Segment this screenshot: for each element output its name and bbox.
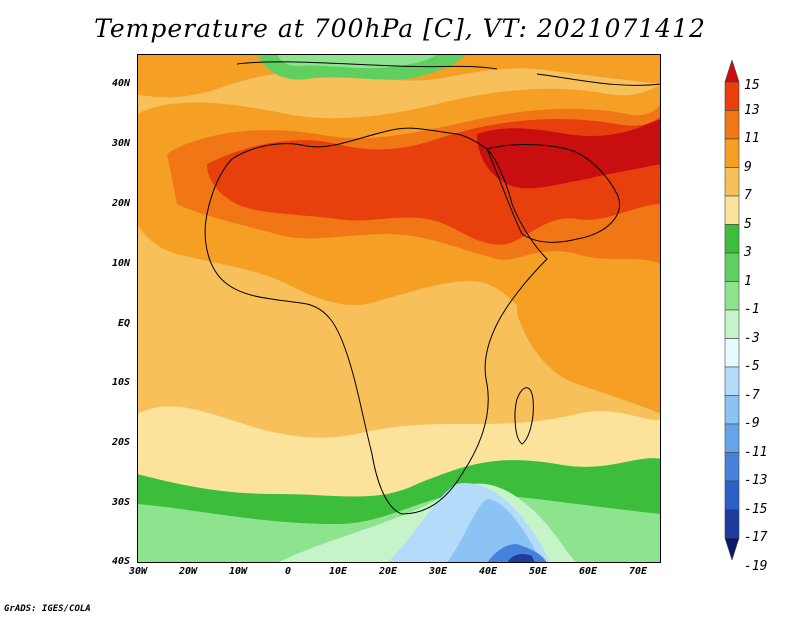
- lat-label: 10S: [111, 377, 130, 388]
- colorbar-swatch: [724, 281, 740, 311]
- temperature-map: [137, 54, 661, 563]
- colorbar-label: 11: [744, 131, 760, 146]
- colorbar-label: 13: [744, 102, 760, 118]
- colorbar-swatch: [724, 167, 740, 197]
- colorbar-label: 15: [744, 78, 760, 93]
- colorbar-swatch: [724, 224, 740, 254]
- colorbar-label: -19: [744, 558, 768, 574]
- lon-label: 40E: [478, 566, 498, 577]
- colorbar-label: 5: [744, 216, 752, 232]
- map-panel: [137, 54, 661, 563]
- lat-label: 30N: [111, 138, 130, 149]
- colorbar-label: -13: [744, 473, 768, 488]
- colorbar-label: -15: [744, 501, 768, 517]
- lon-label: 70E: [628, 566, 648, 577]
- colorbar-label: -5: [744, 359, 760, 374]
- colorbar-label: 9: [744, 159, 752, 175]
- colorbar-label: -11: [744, 444, 768, 460]
- arabia-coastline: [486, 144, 621, 243]
- lon-label: 0: [284, 566, 292, 577]
- madagascar-coastline: [514, 387, 534, 445]
- chart-title: Temperature at 700hPa [C], VT: 202107141…: [94, 14, 706, 43]
- colorbar-swatch: [724, 195, 740, 225]
- colorbar-swatch: [724, 338, 740, 368]
- colorbar-swatch: [724, 537, 740, 560]
- colorbar-swatch: [724, 252, 740, 282]
- field-east-orange: [517, 284, 661, 414]
- colorbar-label: -7: [744, 387, 760, 403]
- colorbar-label: -17: [744, 530, 768, 545]
- lon-label: 20W: [178, 566, 198, 577]
- lon-label: 60E: [578, 566, 598, 577]
- lat-label: 20N: [111, 198, 130, 209]
- lon-label: 20E: [378, 566, 398, 577]
- colorbar-swatch: [724, 480, 740, 510]
- lat-label: EQ: [117, 318, 130, 329]
- colorbar-label: 3: [744, 245, 752, 260]
- lon-label: 30E: [428, 566, 448, 577]
- lon-label: 10W: [228, 566, 248, 577]
- lat-label: 30S: [111, 497, 130, 508]
- africa-coastline: [204, 127, 548, 515]
- colorbar-swatch: [724, 366, 740, 396]
- map-border: [137, 54, 661, 563]
- colorbar-label: 1: [744, 273, 752, 289]
- colorbar-swatch: [724, 509, 740, 539]
- lat-label: 10N: [111, 258, 130, 269]
- colorbar-swatch: [724, 81, 740, 111]
- credit-text: GrADS: IGES/COLA: [4, 604, 91, 614]
- colorbar: [724, 60, 740, 560]
- field-red: [477, 119, 661, 189]
- colorbar-label: 7: [744, 188, 752, 203]
- colorbar-swatch: [724, 423, 740, 453]
- lon-label: 30W: [128, 566, 148, 577]
- colorbar-label: -9: [744, 416, 760, 431]
- lon-label: 10E: [328, 566, 348, 577]
- lat-label: 40N: [111, 78, 130, 89]
- colorbar-label: -1: [744, 302, 760, 317]
- lat-label: 20S: [111, 437, 130, 448]
- colorbar-swatch: [724, 395, 740, 425]
- lon-label: 50E: [528, 566, 548, 577]
- field-med-lightgreen: [277, 54, 437, 69]
- colorbar-label: -3: [744, 330, 760, 346]
- lat-label: 40S: [111, 556, 130, 567]
- colorbar-swatch: [724, 309, 740, 339]
- europe-coastline: [236, 61, 498, 70]
- colorbar-swatch: [724, 452, 740, 482]
- field-dark-blue: [507, 554, 535, 563]
- colorbar-swatch: [724, 110, 740, 140]
- asia-coastline: [536, 73, 661, 86]
- colorbar-swatch: [724, 60, 740, 83]
- colorbar-swatch: [724, 138, 740, 168]
